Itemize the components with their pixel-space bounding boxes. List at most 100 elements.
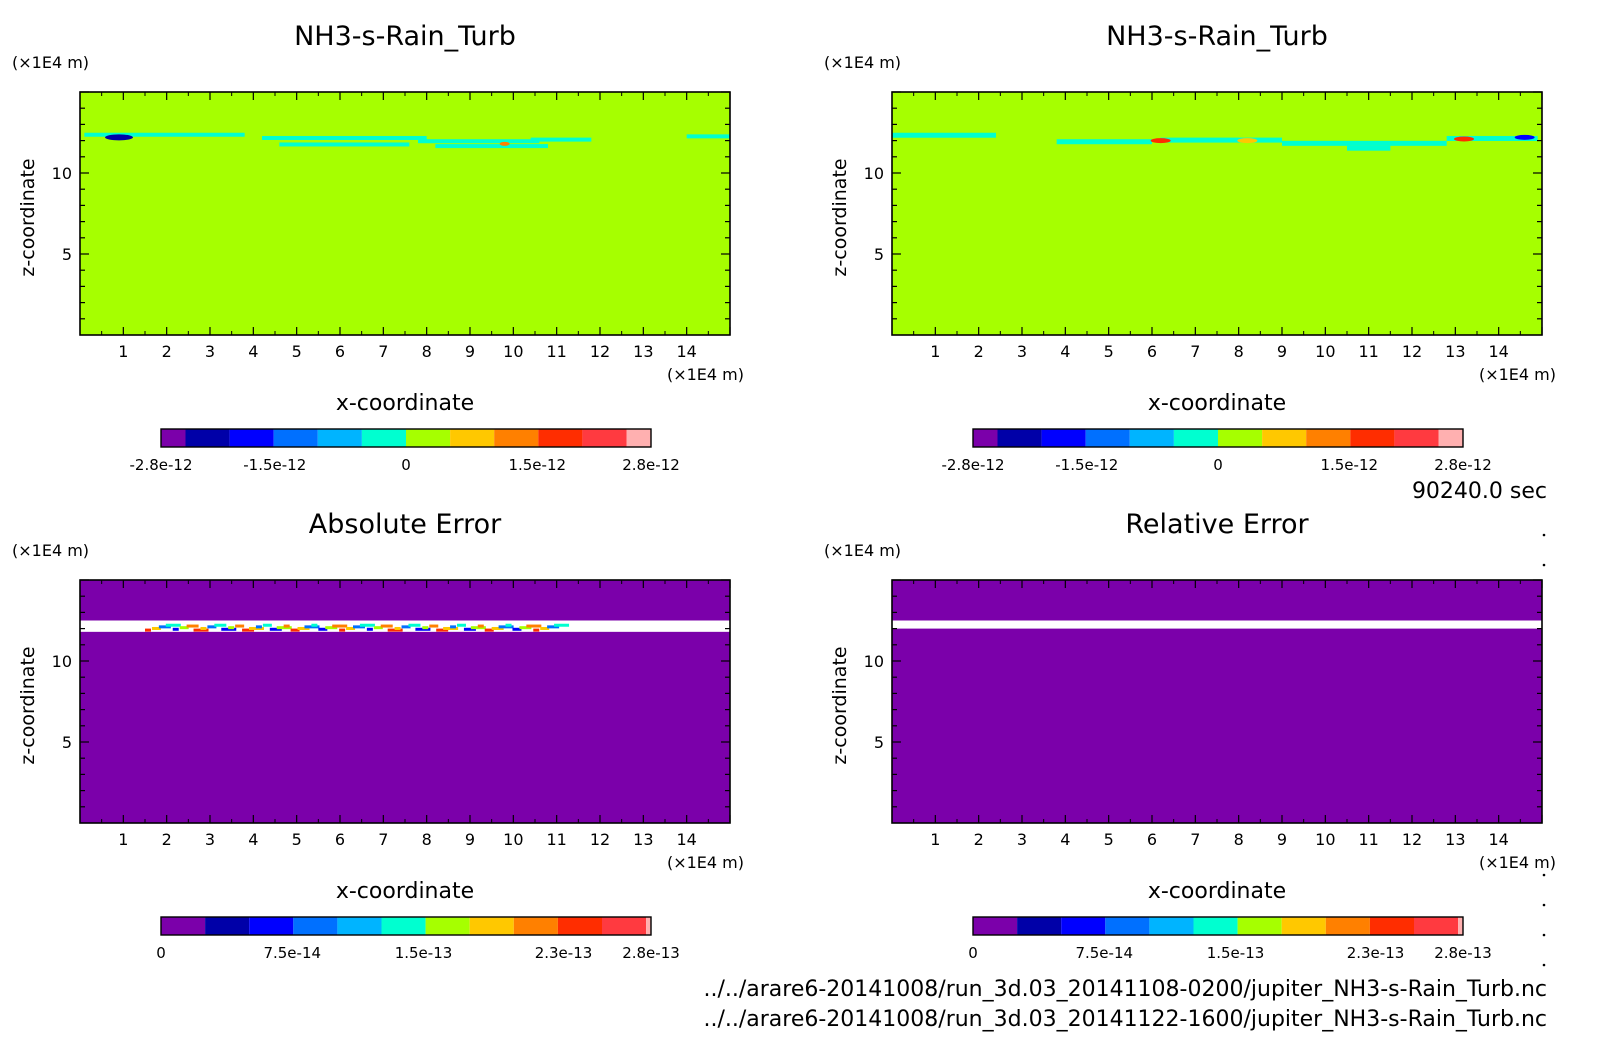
field-feature: [332, 624, 348, 628]
field-feature: [1454, 136, 1474, 142]
field-feature: [1446, 135, 1538, 141]
x-tick-label: 9: [465, 342, 475, 361]
field-feature: [290, 628, 300, 632]
colorbar-segment: [161, 429, 186, 447]
colorbar-segment: [1173, 429, 1218, 447]
colorbar-segment: [538, 429, 583, 447]
y-tick-label: 5: [874, 733, 884, 752]
x-tick-label: 11: [1358, 830, 1378, 849]
colorbar-segment: [205, 917, 250, 935]
field-feature: [359, 623, 375, 627]
field-feature: [304, 625, 320, 629]
x-tick-label: 10: [503, 830, 523, 849]
colorbar-segment: [582, 429, 627, 447]
colorbar-segment: [997, 429, 1042, 447]
y-axis-label: z-coordinate: [17, 646, 39, 764]
field-feature: [892, 628, 1542, 639]
colorbar-segment: [1281, 917, 1326, 935]
field-feature: [235, 624, 245, 628]
colorbar-tick-label: 0: [156, 944, 166, 962]
colorbar: 0 7.5e-14 1.5e-13 2.3e-13 2.8e-13: [968, 916, 1492, 962]
colorbar-tick-label: 0: [968, 944, 978, 962]
field-feature: [435, 144, 548, 149]
x-tick-label: 2: [974, 830, 984, 849]
field-background: [892, 580, 1542, 823]
colorbar-tick-label: 2.8e-13: [622, 944, 680, 962]
x-tick-label: 5: [1104, 342, 1114, 361]
colorbar-tick-label: -2.8e-12: [942, 456, 1005, 474]
field-feature: [105, 134, 133, 141]
colorbar-segment: [1105, 917, 1150, 935]
field-feature: [491, 626, 504, 630]
x-tick-label: 5: [292, 830, 302, 849]
x-tick-label: 3: [1017, 342, 1027, 361]
field-feature: [297, 626, 310, 630]
field-feature: [1237, 138, 1258, 144]
x-axis-label: x-coordinate: [336, 879, 474, 904]
field-feature: [380, 624, 393, 628]
y-unit-label: (×1E4 m): [12, 541, 89, 560]
field-feature: [1282, 140, 1447, 146]
colorbar-segment: [1414, 917, 1459, 935]
field-feature: [373, 626, 383, 630]
file-path-1: ../../arare6-20141008/run_3d.03_20141108…: [703, 977, 1547, 1002]
field-feature: [325, 626, 338, 630]
colorbar-tick-label: 0: [1213, 456, 1223, 474]
field-feature: [200, 626, 207, 630]
field-feature: [512, 627, 522, 631]
colorbar-segment: [1017, 917, 1062, 935]
margin-dot: [1542, 903, 1546, 907]
y-tick-label: 10: [864, 164, 884, 183]
colorbar-segment: [626, 429, 651, 447]
field-feature: [339, 628, 346, 632]
colorbar-segment: [406, 429, 451, 447]
field-feature: [242, 628, 255, 632]
field-feature: [484, 628, 494, 632]
x-tick-label: 6: [335, 830, 345, 849]
y-axis-label: z-coordinate: [829, 158, 851, 276]
colorbar-segment: [1458, 917, 1463, 935]
colorbar-segment: [1306, 429, 1351, 447]
field-feature: [686, 134, 730, 139]
field-feature: [526, 624, 542, 628]
x-tick-label: 7: [378, 830, 388, 849]
panel-title: NH3-s-Rain_Turb: [1106, 21, 1328, 52]
panel-title: Absolute Error: [309, 509, 502, 540]
colorbar-segment: [1085, 429, 1130, 447]
colorbar-segment: [1369, 917, 1414, 935]
x-tick-label: 13: [1445, 830, 1465, 849]
field-feature: [443, 626, 459, 630]
y-tick-label: 5: [62, 245, 72, 264]
colorbar-segment: [293, 917, 338, 935]
y-tick-label: 5: [874, 245, 884, 264]
x-tick-label: 6: [335, 342, 345, 361]
colorbar-segment: [602, 917, 647, 935]
x-tick-label: 7: [378, 342, 388, 361]
field-feature: [158, 625, 171, 629]
margin-dot: [1542, 933, 1546, 937]
field-background: [80, 92, 730, 335]
field-feature: [422, 626, 429, 630]
colorbar-segment: [1193, 917, 1238, 935]
x-tick-label: 5: [292, 342, 302, 361]
x-unit-label: (×1E4 m): [1479, 853, 1556, 872]
y-tick-label: 10: [864, 652, 884, 671]
field-feature: [1150, 138, 1171, 144]
panel-1: 1 2 3 4 5 6 7 8 9 10 11 12 13 14510NH3-s-Rain_Turb(×1…: [12, 21, 744, 474]
field-feature: [394, 626, 401, 630]
colorbar-tick-label: 1.5e-13: [395, 944, 453, 962]
x-tick-label: 3: [1017, 830, 1027, 849]
x-axis-label: x-coordinate: [1148, 879, 1286, 904]
field-feature: [283, 624, 290, 628]
x-unit-label: (×1E4 m): [667, 365, 744, 384]
x-tick-label: 1: [930, 830, 940, 849]
x-tick-label: 14: [676, 830, 696, 849]
y-axis-label: z-coordinate: [829, 646, 851, 764]
x-tick-label: 1: [118, 830, 128, 849]
colorbar-segment: [646, 917, 651, 935]
colorbar-segment: [337, 917, 382, 935]
field-feature: [249, 626, 264, 630]
x-tick-label: 4: [1060, 830, 1070, 849]
colorbar-segment: [1218, 429, 1263, 447]
field-background: [80, 580, 730, 823]
